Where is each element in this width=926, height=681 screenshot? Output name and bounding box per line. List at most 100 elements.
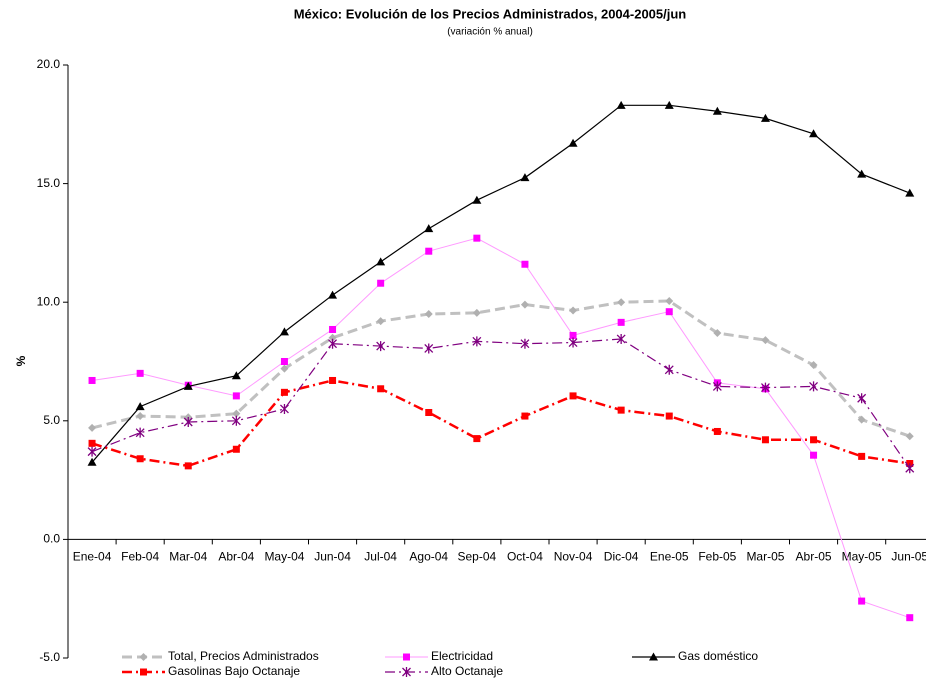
marker	[473, 435, 481, 443]
legend-label: Electricidad	[431, 649, 493, 663]
marker	[135, 427, 145, 438]
legend-marker	[403, 653, 410, 661]
marker	[810, 436, 818, 444]
marker	[376, 257, 386, 266]
marker	[521, 412, 529, 420]
marker	[520, 338, 530, 349]
marker	[568, 337, 578, 348]
legend-marker	[402, 667, 411, 677]
marker	[279, 403, 289, 414]
marker	[617, 406, 625, 414]
x-tick-label: Jun-04	[314, 550, 351, 564]
marker	[232, 392, 240, 400]
y-axis-label: %	[14, 355, 28, 366]
marker	[712, 381, 722, 392]
marker	[136, 369, 144, 377]
marker	[664, 100, 674, 109]
legend-marker	[649, 652, 658, 661]
x-tick-label: Mar-05	[746, 550, 784, 564]
marker	[569, 331, 577, 339]
x-tick-label: Oct-04	[507, 550, 543, 564]
marker	[809, 129, 819, 138]
marker	[184, 462, 192, 470]
marker	[472, 195, 482, 204]
marker	[906, 614, 914, 622]
legend-entry: Gasolinas Bajo Octanaje	[122, 664, 300, 678]
marker	[328, 338, 338, 349]
marker	[231, 415, 241, 426]
marker	[472, 336, 482, 347]
x-tick-label: Jul-04	[364, 550, 397, 564]
legend-entry: Gas doméstico	[632, 649, 758, 663]
marker	[424, 310, 433, 319]
series-line	[91, 299, 911, 438]
marker	[520, 173, 530, 182]
marker	[664, 364, 674, 375]
marker	[424, 224, 434, 233]
marker	[858, 452, 866, 460]
marker	[425, 408, 433, 416]
marker	[377, 385, 385, 393]
series-line	[91, 338, 911, 469]
marker	[809, 381, 819, 392]
marker	[232, 409, 241, 418]
marker	[280, 358, 288, 365]
marker	[713, 329, 722, 338]
marker	[521, 260, 529, 268]
marker	[810, 451, 818, 459]
x-tick-label: May-04	[264, 550, 304, 564]
legend-entry: Electricidad	[385, 649, 493, 663]
chart-title: México: Evolución de los Precios Adminis…	[294, 6, 687, 21]
chart-subtitle: (variación % anual)	[447, 27, 533, 38]
x-tick-label: Mar-04	[169, 550, 207, 564]
marker	[760, 382, 770, 393]
marker	[88, 423, 97, 432]
marker	[87, 446, 97, 457]
legend-entry: Alto Octanaje	[385, 664, 503, 678]
marker	[135, 402, 145, 411]
marker	[87, 457, 97, 466]
marker	[617, 298, 626, 307]
marker	[279, 327, 289, 336]
legend-label: Gasolinas Bajo Octanaje	[168, 664, 300, 678]
series-line	[91, 379, 910, 468]
marker	[280, 364, 289, 373]
marker	[280, 388, 288, 396]
x-tick-label: Jun-05	[891, 550, 926, 564]
x-tick-label: Dic-04	[604, 550, 639, 564]
marker	[424, 343, 434, 354]
y-tick-label: 15.0	[37, 176, 61, 190]
marker	[377, 279, 385, 287]
marker	[472, 308, 481, 317]
marker	[905, 463, 915, 474]
marker	[905, 432, 914, 441]
marker	[232, 445, 240, 453]
marker	[136, 412, 145, 421]
marker	[329, 376, 337, 384]
marker	[858, 597, 866, 605]
marker	[713, 427, 721, 435]
y-tick-label: 10.0	[37, 294, 61, 308]
marker	[857, 415, 866, 424]
marker	[857, 169, 867, 178]
marker	[665, 308, 673, 316]
series-line	[91, 104, 910, 463]
x-tick-label: Sep-04	[457, 550, 496, 564]
x-tick-label: May-05	[842, 550, 882, 564]
y-tick-label: 5.0	[43, 413, 60, 427]
marker	[520, 300, 529, 309]
x-tick-label: Ago-04	[409, 550, 448, 564]
marker	[761, 336, 770, 345]
x-tick-label: Ene-05	[650, 550, 689, 564]
marker	[183, 381, 193, 390]
marker	[183, 416, 193, 427]
marker	[665, 297, 674, 306]
marker	[857, 393, 867, 404]
x-tick-label: Abr-04	[218, 550, 254, 564]
legend-marker	[139, 653, 148, 661]
marker	[328, 333, 337, 342]
x-tick-label: Ene-04	[73, 550, 112, 564]
marker	[761, 436, 769, 444]
